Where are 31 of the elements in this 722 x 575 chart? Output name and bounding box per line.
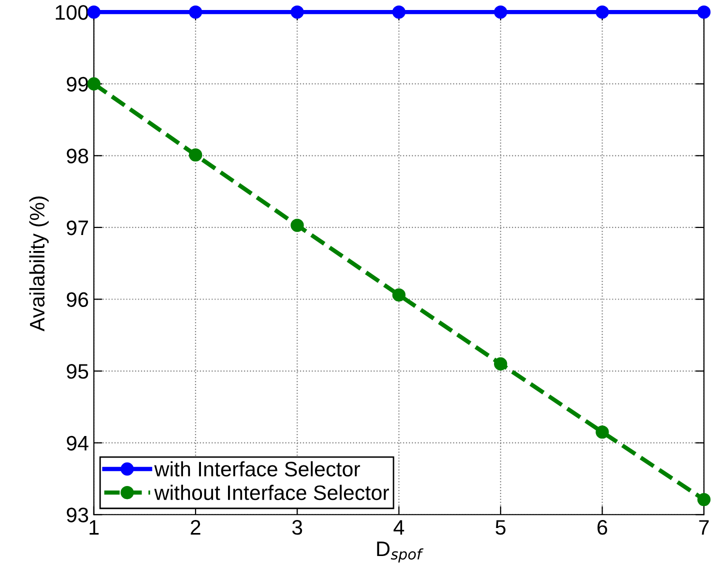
y-tick-label: 95	[66, 364, 88, 379]
point	[87, 77, 100, 90]
x-tick-label: 6	[598, 520, 608, 535]
y-tick-label: 100	[56, 5, 88, 20]
legend-label: without Interface Selector	[154, 484, 390, 500]
point	[392, 5, 406, 19]
x-axis-title: D$_{spof}$	[377, 542, 424, 562]
x-tick-label: 2	[190, 520, 200, 535]
x-tick-label: 3	[292, 520, 302, 535]
point	[596, 425, 609, 439]
y-tick-label: 99	[66, 76, 88, 92]
x-tick-label: 1	[90, 520, 99, 535]
x-tick-label: 7	[699, 520, 709, 535]
point	[494, 5, 508, 19]
point	[596, 5, 609, 19]
point	[290, 218, 304, 232]
point	[494, 357, 508, 370]
point	[188, 148, 202, 162]
point	[290, 5, 304, 19]
x-tick-label: 5	[496, 520, 506, 535]
legend-label: with Interface Selector	[154, 461, 360, 477]
y-axis-title: Availability (%)	[29, 196, 49, 332]
y-tick-label: 94	[66, 436, 88, 451]
y-tick-label: 98	[66, 148, 88, 164]
point	[697, 492, 711, 506]
point	[392, 288, 406, 302]
point	[188, 5, 202, 19]
y-tick-label: 93	[66, 508, 88, 522]
x-tick-label: 4	[394, 520, 404, 535]
y-tick-label: 96	[66, 292, 88, 307]
y-tick-label: 97	[66, 220, 88, 236]
